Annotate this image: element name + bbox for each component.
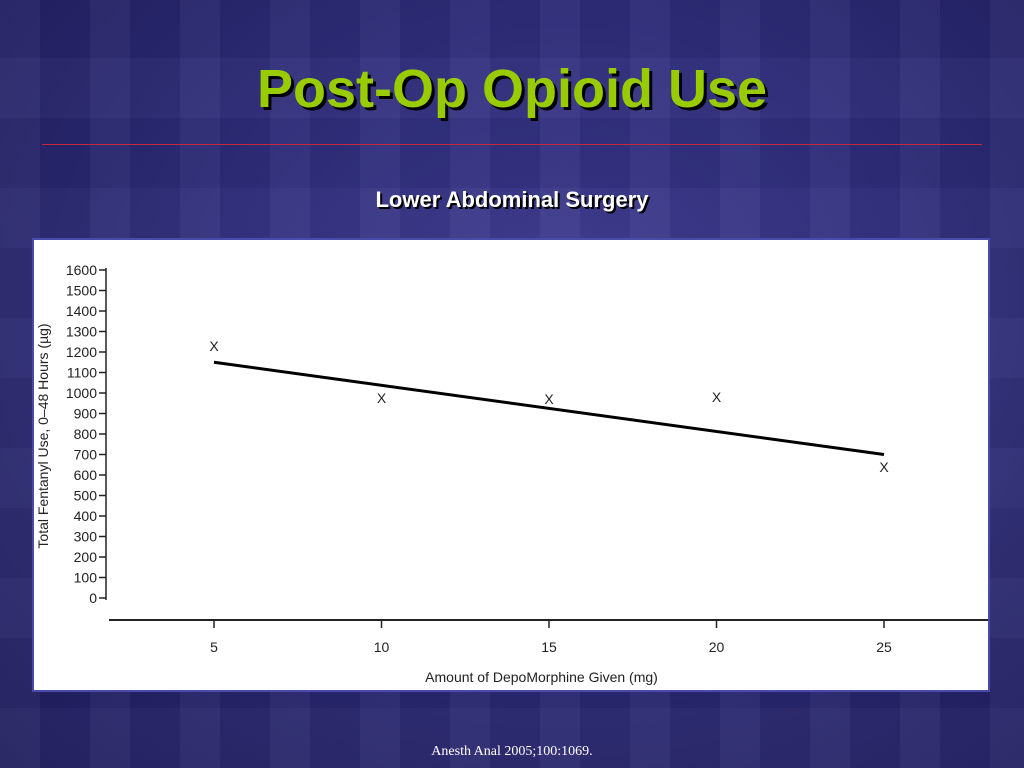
y-tick-label: 500: [74, 488, 98, 504]
y-tick-label: 1200: [66, 344, 97, 360]
y-tick-label: 1500: [66, 283, 97, 299]
data-point: X: [209, 338, 219, 354]
title-divider: [42, 144, 982, 145]
data-point: X: [712, 389, 722, 405]
y-tick-label: 300: [74, 529, 98, 545]
y-tick-label: 200: [74, 549, 98, 565]
y-tick-label: 1000: [66, 385, 97, 401]
y-tick-label: 400: [74, 508, 98, 524]
data-point: X: [377, 390, 387, 406]
trend-line: [213, 360, 885, 456]
y-tick-label: 1400: [66, 303, 97, 319]
x-tick-label: 25: [876, 639, 892, 655]
x-tick-label: 20: [709, 639, 725, 655]
y-tick-label: 100: [74, 570, 98, 586]
y-tick-label: 900: [74, 406, 98, 422]
data-point: X: [879, 459, 889, 475]
y-axis-title: Total Fentanyl Use, 0–48 Hours (µg): [35, 323, 51, 548]
y-tick-label: 1300: [66, 324, 97, 340]
x-tick-label: 15: [541, 639, 557, 655]
y-tick-label: 0: [89, 590, 97, 606]
y-tick-label: 700: [74, 447, 98, 463]
data-point: X: [544, 391, 554, 407]
x-axis-title: Amount of DepoMorphine Given (mg): [425, 669, 658, 685]
y-tick-label: 600: [74, 467, 98, 483]
slide-title: Post-Op Opioid Use: [256, 59, 768, 119]
scatter-chart: 0 100 200 300 400 500 600 700 800 900 1000 1100 1200…: [35, 262, 988, 685]
y-tick-label: 1100: [67, 365, 97, 381]
y-tick-label: 800: [74, 426, 98, 442]
y-tick-label: 1600: [66, 262, 97, 278]
chart-subtitle: Lower Abdominal Surgery: [375, 187, 649, 212]
x-tick-label: 5: [210, 639, 218, 655]
x-tick-label: 10: [374, 639, 390, 655]
chart-panel: 0 100 200 300 400 500 600 700 800 900 1000 1100 1200…: [32, 238, 990, 692]
citation: Anesth Anal 2005;100:1069.: [431, 744, 593, 759]
